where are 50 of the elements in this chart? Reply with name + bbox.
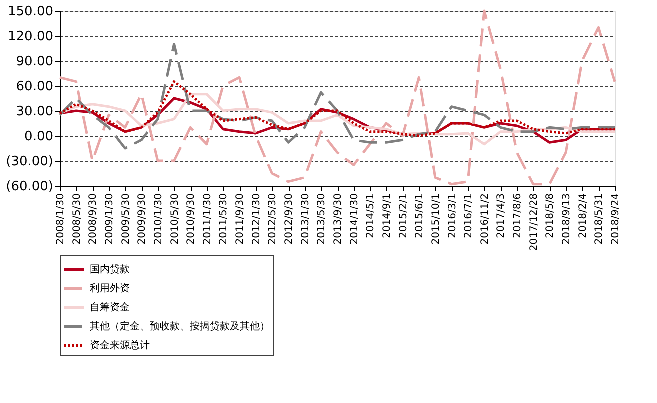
legend-label: 国内贷款 [90, 264, 130, 276]
x-tick-label: 2009/9/30 [137, 194, 148, 245]
x-tick-label: 2018/5/31 [594, 194, 606, 245]
line-series [58, 80, 616, 138]
y-tick-label: 0.00 [24, 130, 54, 144]
y-tick-label: 150.00 [8, 4, 54, 20]
x-tick-label: 2015/6/1 [414, 194, 426, 238]
x-tick-label: 2013/9/30 [333, 194, 344, 245]
x-tick-label: 2018/9/24 [610, 194, 622, 245]
x-tick-label: 2011/1/30 [202, 194, 214, 245]
y-tick-label: (60.00) [6, 180, 54, 194]
x-tick-label: 2008/9/30 [88, 194, 100, 245]
x-tick-label: 2011/5/30 [218, 194, 230, 245]
x-tick-label: 2013/5/30 [316, 194, 328, 245]
x-tick-label: 2017/12/28 [528, 194, 540, 252]
x-tick-label: 2012/1/30 [251, 194, 262, 245]
x-tick-label: 2013/1/30 [300, 194, 312, 245]
x-tick-label: 2010/5/30 [170, 194, 181, 245]
x-tick-label: 2016/3/1 [447, 194, 458, 238]
x-tick-label: 2014/5/1 [366, 194, 377, 238]
x-tick-label: 2016/7/1 [464, 194, 475, 238]
x-tick-label: 2008/1/30 [56, 194, 66, 245]
x-tick-label: 2015/10/1 [430, 194, 442, 245]
x-tick-label: 2008/5/30 [72, 194, 83, 245]
x-tick-label: 2018/2/4 [578, 194, 589, 238]
x-tick-label: 2011/9/30 [235, 194, 246, 245]
x-tick-label: 2016/11/2 [480, 194, 491, 245]
x-tick-label: 2010/9/30 [186, 194, 198, 245]
legend-label: 自筹资金 [90, 302, 130, 314]
x-tick-label: 2017/4/3 [496, 194, 508, 238]
x-tick-label: 2014/9/1 [382, 194, 393, 238]
x-tick-label: 2017/8/6 [512, 194, 524, 238]
y-tick-label: 90.00 [16, 54, 54, 70]
x-tick-label: 2009/1/30 [104, 194, 116, 245]
x-tick-label: 2012/9/30 [284, 194, 296, 245]
y-tick-label: (30.00) [6, 154, 54, 170]
legend-label: 利用外资 [90, 282, 130, 294]
x-tick-label: 2018/9/13 [562, 194, 573, 245]
legend-label: 资金来源总计 [90, 340, 150, 352]
y-tick-label: 30.00 [16, 104, 54, 120]
legend-label: 其他（定金、预收款、按揭贷款及其他） [90, 320, 270, 332]
line-series [58, 43, 616, 150]
x-tick-label: 2015/2/1 [398, 194, 410, 238]
x-tick-label: 2018/5/8 [545, 194, 556, 238]
x-tick-label: 2010/1/30 [153, 194, 164, 245]
x-tick-label: 2009/5/30 [120, 194, 132, 245]
y-tick-label: 120.00 [8, 30, 54, 44]
y-tick-label: 60.00 [16, 80, 54, 94]
x-tick-label: 2014/1/30 [349, 194, 360, 245]
x-tick-label: 2012/5/30 [268, 194, 279, 245]
